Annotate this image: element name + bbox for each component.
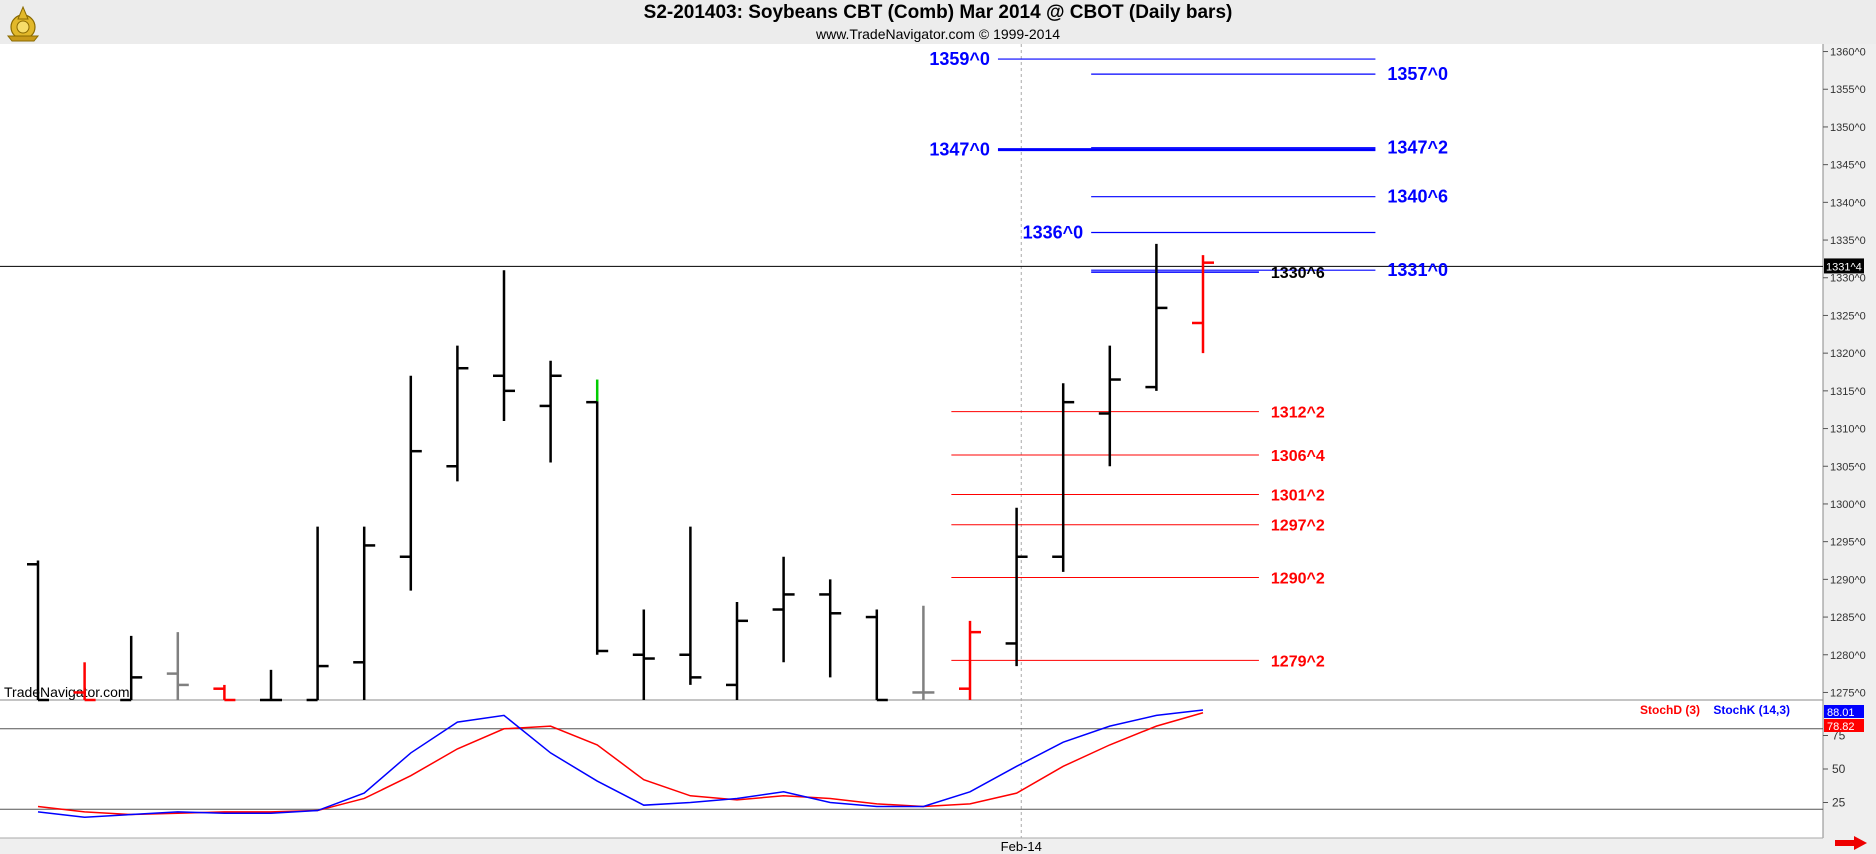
y-tick-label: 1315^0	[1830, 386, 1866, 398]
y-tick-label: 1330^0	[1830, 273, 1866, 285]
support-label: 1306^4	[1271, 448, 1325, 465]
resistance-label: 1347^0	[929, 140, 990, 160]
resistance-label: 1357^0	[1387, 64, 1448, 84]
chart-title: S2-201403: Soybeans CBT (Comb) Mar 2014 …	[643, 2, 1233, 23]
price-panel: TradeNavigator.com 1312^2 1306^4 1301^2 1297…	[0, 44, 1823, 838]
resistance-label: 1340^6	[1387, 187, 1448, 207]
stoch-tick-label: 25	[1832, 796, 1846, 810]
y-tick-label: 1355^0	[1830, 84, 1866, 96]
support-label: 1290^2	[1271, 570, 1325, 587]
resistance-label: 1336^0	[1023, 223, 1084, 243]
support-label: 1312^2	[1271, 405, 1325, 422]
y-tick-label: 1320^0	[1830, 348, 1866, 360]
y-tick-label: 1305^0	[1830, 461, 1866, 473]
support-label: 1301^2	[1271, 488, 1325, 505]
last-price-label: 1331^4	[1826, 261, 1862, 273]
price-panel-background	[0, 44, 1823, 698]
stoch-value-badge	[1824, 719, 1864, 732]
y-tick-label: 1335^0	[1830, 235, 1866, 247]
y-tick-label: 1310^0	[1830, 424, 1866, 436]
stoch-value-label: 88.01	[1827, 707, 1855, 719]
support-label: 1279^2	[1271, 653, 1325, 670]
scroll-right-arrow-icon[interactable]	[1834, 835, 1868, 851]
y-tick-label: 1285^0	[1830, 612, 1866, 624]
pivot-label: 1330^6	[1271, 265, 1325, 282]
stoch-value-badge	[1824, 705, 1864, 718]
trade-navigator-logo-icon[interactable]	[2, 2, 44, 44]
stoch-series-line	[37, 709, 1204, 818]
last-price-badge	[1824, 258, 1864, 274]
y-tick-label: 1345^0	[1830, 160, 1866, 172]
y-tick-label: 1340^0	[1830, 197, 1866, 209]
resistance-label: 1331^0	[1387, 260, 1448, 280]
x-tick-label: Feb-14	[1001, 839, 1042, 854]
stochastic-panel: StochD (3) StochK (14,3)	[0, 703, 1823, 818]
y-tick-label: 1275^0	[1830, 687, 1866, 699]
legend-label: StochD (3)	[1640, 703, 1700, 717]
resistance-label: 1359^0	[929, 49, 990, 69]
y-tick-label: 1280^0	[1830, 650, 1866, 662]
resistance-label: 1347^2	[1387, 138, 1448, 158]
axes-layer: Feb-14 1275^0 1280^0 1285^0 1290^0 1295^0 1300…	[1001, 47, 1866, 854]
watermark-text: TradeNavigator.com	[4, 684, 130, 700]
chart-subtitle: www.TradeNavigator.com © 1999-2014	[815, 26, 1061, 42]
y-tick-label: 1300^0	[1830, 499, 1866, 511]
stoch-tick-label: 50	[1832, 762, 1846, 776]
y-tick-label: 1325^0	[1830, 310, 1866, 322]
stoch-series-line	[37, 711, 1204, 816]
stoch-value-label: 78.82	[1827, 721, 1855, 733]
y-tick-label: 1290^0	[1830, 574, 1866, 586]
chart-header	[0, 0, 1876, 44]
y-tick-label: 1295^0	[1830, 537, 1866, 549]
time-axis-background	[0, 838, 1823, 854]
y-tick-label: 1350^0	[1830, 122, 1866, 134]
y-tick-label: 1360^0	[1830, 47, 1866, 59]
legend-label: StochK (14,3)	[1713, 703, 1790, 717]
support-label: 1297^2	[1271, 518, 1325, 535]
